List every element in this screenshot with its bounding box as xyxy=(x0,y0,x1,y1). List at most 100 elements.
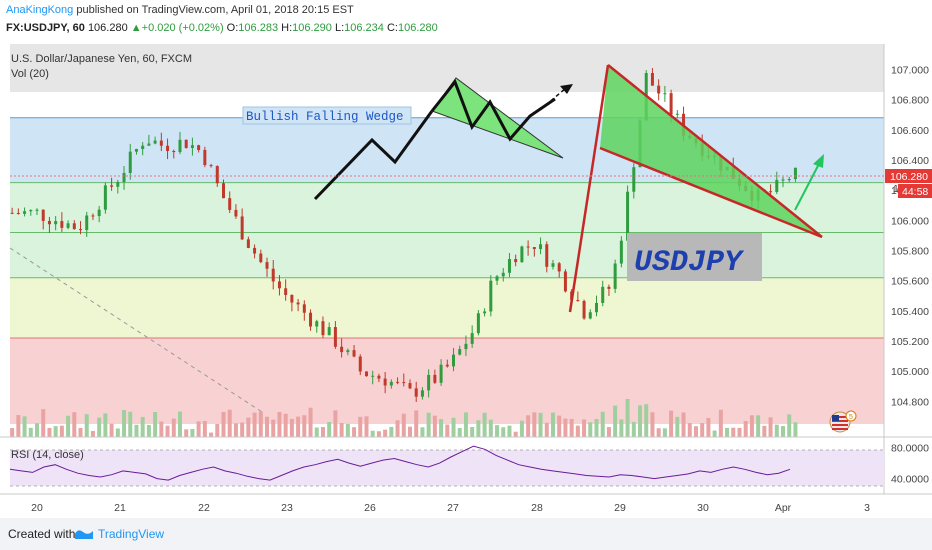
candle-body xyxy=(277,281,281,289)
volume-bar xyxy=(401,413,406,437)
x-tick-label: 26 xyxy=(364,502,376,514)
volume-bar xyxy=(712,430,717,437)
candle-body xyxy=(377,375,381,379)
volume-bar xyxy=(227,409,232,437)
candle-body xyxy=(215,166,219,184)
volume-bar xyxy=(526,415,531,437)
volume-bar xyxy=(756,415,761,437)
volume-bar xyxy=(165,425,170,437)
volume-bar xyxy=(669,410,674,437)
candle-body xyxy=(632,167,636,192)
y-tick-label: 104.800 xyxy=(891,396,929,408)
candle-body xyxy=(228,198,232,210)
candle-body xyxy=(172,150,176,153)
x-tick-label: 23 xyxy=(281,502,293,514)
volume-bar xyxy=(420,427,425,437)
candle-body xyxy=(54,221,58,225)
target-arrow-icon xyxy=(813,154,824,168)
volume-bar xyxy=(289,418,294,437)
volume-bar xyxy=(768,417,773,437)
candle-body xyxy=(520,246,524,263)
wedge-label: Bullish Falling Wedge xyxy=(246,110,404,124)
volume-bar xyxy=(339,422,344,437)
candle-body xyxy=(159,140,163,146)
symbol-box xyxy=(627,233,762,281)
created-with-label: Created with xyxy=(8,527,76,541)
wedge-upper-line xyxy=(607,64,823,238)
volume-bar xyxy=(656,428,661,437)
candle-body xyxy=(35,209,39,211)
candle-body xyxy=(626,191,630,241)
zigzag-before xyxy=(313,110,434,201)
candle-body xyxy=(389,381,393,386)
volume-bar xyxy=(59,425,64,437)
candle-body xyxy=(321,321,325,336)
volume-bar xyxy=(501,427,506,437)
volume-bar xyxy=(781,426,785,437)
candle-body xyxy=(309,312,313,327)
volume-bar xyxy=(265,416,270,437)
y-tick-label: 105.600 xyxy=(891,276,929,288)
chart-top-area xyxy=(10,44,884,92)
candle-body xyxy=(483,311,487,314)
candle-body xyxy=(793,167,797,180)
volume-bar xyxy=(395,420,400,437)
candle-body xyxy=(613,263,617,289)
price-zone-4 xyxy=(10,338,884,424)
tradingview-logo-icon[interactable] xyxy=(74,526,94,540)
volume-bar xyxy=(184,429,189,437)
volume-bar xyxy=(177,411,182,437)
candle-body xyxy=(271,268,275,282)
volume-bar xyxy=(128,411,133,437)
volume-bar xyxy=(582,419,587,437)
volume-bar xyxy=(687,423,692,437)
volume-bar xyxy=(72,412,77,437)
price-zone-0 xyxy=(10,117,884,183)
ohlc-line: FX:USDJPY, 60 106.280 ▲+0.020 (+0.02%) O… xyxy=(6,22,438,34)
target-arrow-line xyxy=(794,161,821,211)
volume-bar xyxy=(78,427,83,437)
candle-body xyxy=(203,149,207,166)
volume-bar xyxy=(675,416,680,437)
y-tick-label: 106.000 xyxy=(891,215,929,227)
close-value: 106.280 xyxy=(397,22,438,34)
volume-bar xyxy=(283,413,288,437)
volume-bar xyxy=(352,427,357,437)
volume-bar xyxy=(240,422,245,437)
volume-bar xyxy=(190,429,195,437)
volume-bar xyxy=(327,422,332,437)
volume-bar xyxy=(445,424,450,437)
x-tick-label: 3 xyxy=(864,502,870,514)
volume-bar xyxy=(426,412,431,437)
volume-bar xyxy=(308,407,313,437)
author-link[interactable]: AnaKingKong xyxy=(6,4,74,16)
volume-bar xyxy=(314,427,319,437)
volume-bar xyxy=(296,416,301,437)
volume-bar xyxy=(202,421,207,437)
candle-body xyxy=(414,388,418,397)
candle-body xyxy=(302,304,306,313)
candle-body xyxy=(72,223,76,230)
candle-body xyxy=(545,244,549,267)
volume-bar xyxy=(793,422,798,437)
volume-bar xyxy=(389,426,394,437)
volume-bar xyxy=(134,424,139,437)
candle-body xyxy=(675,113,679,115)
volume-bar xyxy=(482,412,487,437)
price-chart[interactable]: Bullish Falling Wedge USDJPY U.S. Dollar… xyxy=(0,44,932,518)
volume-bar xyxy=(97,417,102,437)
us-flag-icon[interactable]: 5 xyxy=(829,410,857,433)
footer-bar: Created with TradingView xyxy=(0,518,932,550)
symbol-label[interactable]: FX:USDJPY, 60 xyxy=(6,22,85,34)
volume-bar xyxy=(749,415,754,437)
volume-bar xyxy=(320,427,325,437)
trend-line xyxy=(9,247,263,413)
candle-body xyxy=(445,364,449,367)
last-price-tag xyxy=(885,169,932,183)
open-label: O: xyxy=(226,22,239,34)
candle-body xyxy=(23,211,27,214)
candle-body xyxy=(495,276,499,281)
tradingview-brand-link[interactable]: TradingView xyxy=(98,527,165,541)
candle-body xyxy=(476,313,480,334)
candle-body xyxy=(576,300,580,302)
